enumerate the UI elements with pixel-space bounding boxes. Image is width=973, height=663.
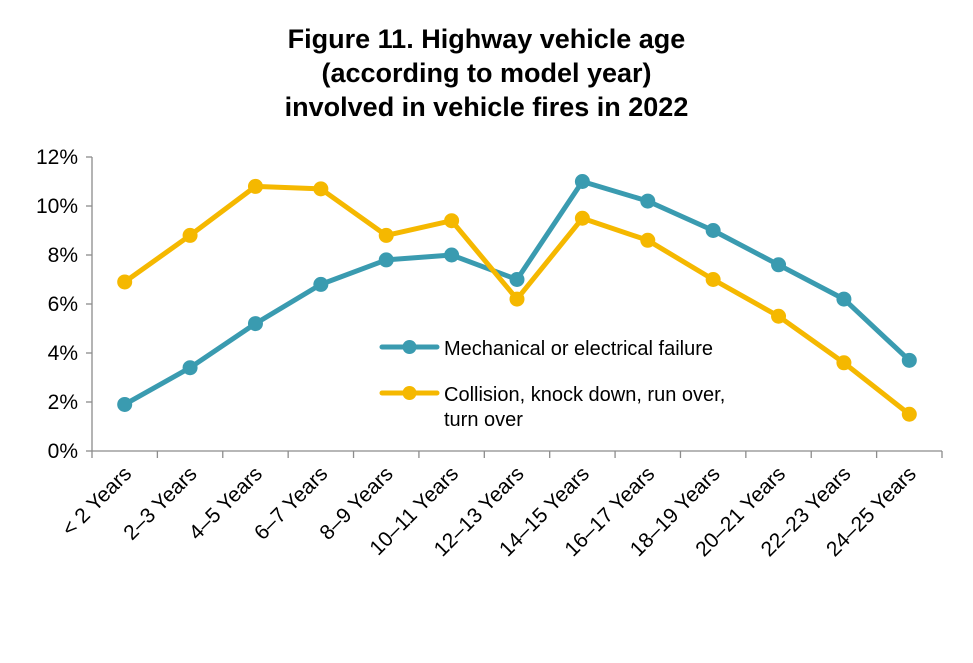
chart-title-line-3: involved in vehicle fires in 2022	[284, 92, 689, 122]
y-tick-label: 6%	[48, 293, 78, 316]
data-point	[378, 252, 394, 268]
chart-title-line-1: Figure 11. Highway vehicle age	[287, 24, 686, 54]
series-1	[117, 174, 917, 412]
legend-swatch-marker	[402, 386, 417, 400]
legend-item-2: Collision, knock down, run over, turn ove…	[379, 384, 725, 431]
data-point	[117, 274, 133, 290]
data-point	[771, 257, 787, 273]
data-point	[509, 291, 525, 307]
data-point	[640, 193, 656, 209]
data-point	[313, 181, 329, 197]
data-point	[247, 316, 263, 332]
chart-title-line-2: (according to model year)	[321, 58, 652, 88]
data-point	[182, 360, 198, 376]
data-point	[836, 355, 852, 371]
series-layer	[117, 174, 917, 422]
y-tick-label: 8%	[48, 244, 78, 267]
legend-swatch-marker	[402, 340, 417, 354]
data-point	[313, 276, 329, 292]
y-tick-label: 12%	[36, 146, 78, 169]
data-point	[247, 178, 263, 194]
data-point	[705, 223, 721, 238]
data-point	[705, 272, 721, 287]
data-point	[574, 174, 590, 189]
legend-label: turn over	[444, 409, 523, 431]
y-axis: 0% 2% 4% 6% 8% 10% 12%	[36, 146, 93, 463]
data-point	[444, 247, 460, 263]
y-tick-label: 0%	[48, 440, 78, 463]
legend-label: Mechanical or electrical failure	[444, 338, 713, 360]
data-point	[836, 291, 852, 307]
data-point	[444, 213, 460, 229]
y-tick-label: 4%	[48, 342, 78, 365]
series-2	[117, 178, 917, 422]
data-point	[901, 406, 917, 422]
y-tick-label: 10%	[36, 195, 78, 218]
data-point	[509, 272, 525, 287]
data-point	[574, 210, 590, 226]
legend-label: Collision, knock down, run over,	[444, 384, 725, 406]
legend: Mechanical or electrical failure Collisio…	[379, 338, 725, 431]
y-tick-label: 2%	[48, 391, 78, 414]
data-point	[117, 396, 133, 412]
data-point	[182, 227, 198, 243]
legend-item-1: Mechanical or electrical failure	[379, 338, 713, 360]
chart-title: Figure 11. Highway vehicle age (accordin…	[0, 22, 973, 124]
data-point	[378, 227, 394, 243]
data-point	[901, 352, 917, 368]
data-point	[771, 308, 787, 324]
data-point	[640, 232, 656, 248]
